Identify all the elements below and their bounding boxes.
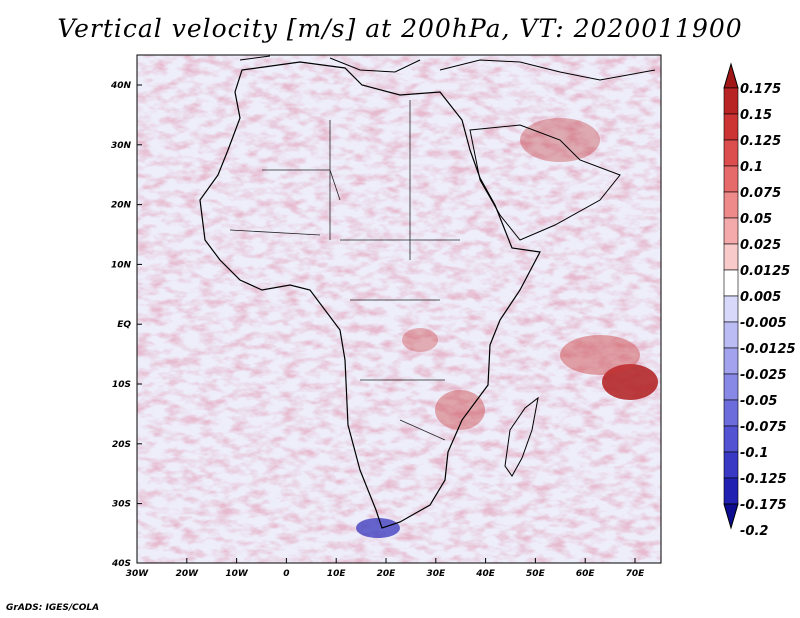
colorbar-label: -0.075 — [740, 420, 787, 435]
colorbar-segment — [723, 87, 739, 115]
europe-coastline — [239, 55, 656, 81]
colorbar-segment — [723, 165, 739, 193]
lat-label-20n: 20N — [111, 201, 132, 211]
madagascar-coastline — [504, 396, 539, 477]
lat-label-10s: 10S — [112, 380, 131, 390]
lon-label-10w: 10W — [225, 569, 249, 579]
colorbar-label: -0.1 — [740, 446, 768, 461]
colorbar-segment — [723, 425, 739, 453]
lon-label-30w: 30W — [126, 569, 150, 579]
lat-label-eq: EQ — [117, 320, 131, 330]
colorbar-segment — [723, 191, 739, 219]
colorbar-label: -0.125 — [740, 472, 787, 487]
lat-label-10n: 10N — [111, 260, 132, 270]
colorbar: 0.175 0.15 0.125 0.1 0.075 0.05 0.025 0.0125 0.0… — [723, 62, 796, 539]
colorbar-segment — [723, 217, 739, 245]
plot-area — [136, 54, 662, 564]
lat-label-30n: 30N — [111, 141, 132, 151]
colorbar-segment — [723, 373, 739, 401]
colorbar-segment — [723, 243, 739, 271]
colorbar-label: 0.005 — [740, 290, 781, 305]
colorbar-bottom-arrow — [723, 503, 739, 530]
colorbar-label: -0.2 — [740, 524, 768, 539]
colorbar-segment — [723, 113, 739, 141]
colorbar-label: -0.025 — [740, 368, 787, 383]
lat-label-40s: 40S — [111, 559, 131, 569]
colorbar-label: 0.125 — [740, 134, 781, 149]
grads-credit: GrADS: IGES/COLA — [6, 603, 100, 613]
arabia-coastline — [469, 124, 621, 241]
colorbar-segment — [723, 477, 739, 505]
lat-label-40n: 40N — [110, 81, 132, 91]
colorbar-top-arrow — [723, 62, 739, 89]
lon-label-50e: 50E — [526, 569, 546, 579]
colorbar-segment — [723, 139, 739, 167]
lon-label-10e: 10E — [327, 569, 347, 579]
colorbar-label: 0.05 — [740, 212, 772, 227]
colorbar-segment — [723, 321, 739, 349]
lon-label-60e: 60E — [576, 569, 596, 579]
colorbar-label: 0.0125 — [740, 264, 790, 279]
africa-coastline — [199, 61, 541, 529]
colorbar-segment — [723, 269, 739, 297]
lat-label-30s: 30S — [112, 500, 131, 510]
lon-label-0: 0 — [283, 569, 289, 579]
colorbar-segment — [723, 295, 739, 323]
colorbar-label: 0.175 — [740, 82, 781, 97]
colorbar-label: -0.175 — [740, 498, 787, 513]
colorbar-segment — [723, 347, 739, 375]
colorbar-label: -0.05 — [740, 394, 777, 409]
colorbar-label: 0.075 — [740, 186, 781, 201]
colorbar-segment — [723, 451, 739, 479]
map-title: Vertical velocity [m/s] at 200hPa, VT: 2… — [57, 14, 743, 43]
colorbar-label: 0.1 — [740, 160, 763, 175]
colorbar-label: 0.15 — [740, 108, 772, 123]
colorbar-segment — [723, 399, 739, 427]
lat-label-20s: 20S — [112, 440, 131, 450]
latitude-labels: 40N 30N 20N 10N EQ 10S 20S 30S 40S — [110, 81, 142, 569]
country-borders — [229, 100, 460, 441]
longitude-labels: 30W 20W 10W 0 10E 20E 30E 40E 50E 60E 70E — [126, 558, 645, 579]
lon-label-20e: 20E — [377, 569, 397, 579]
lon-label-20w: 20W — [176, 569, 200, 579]
colorbar-label: -0.005 — [740, 316, 787, 331]
colorbar-label: 0.025 — [740, 238, 781, 253]
colorbar-label: -0.0125 — [740, 342, 796, 357]
lon-label-30e: 30E — [426, 569, 446, 579]
lon-label-70e: 70E — [626, 569, 646, 579]
lon-label-40e: 40E — [475, 569, 496, 579]
